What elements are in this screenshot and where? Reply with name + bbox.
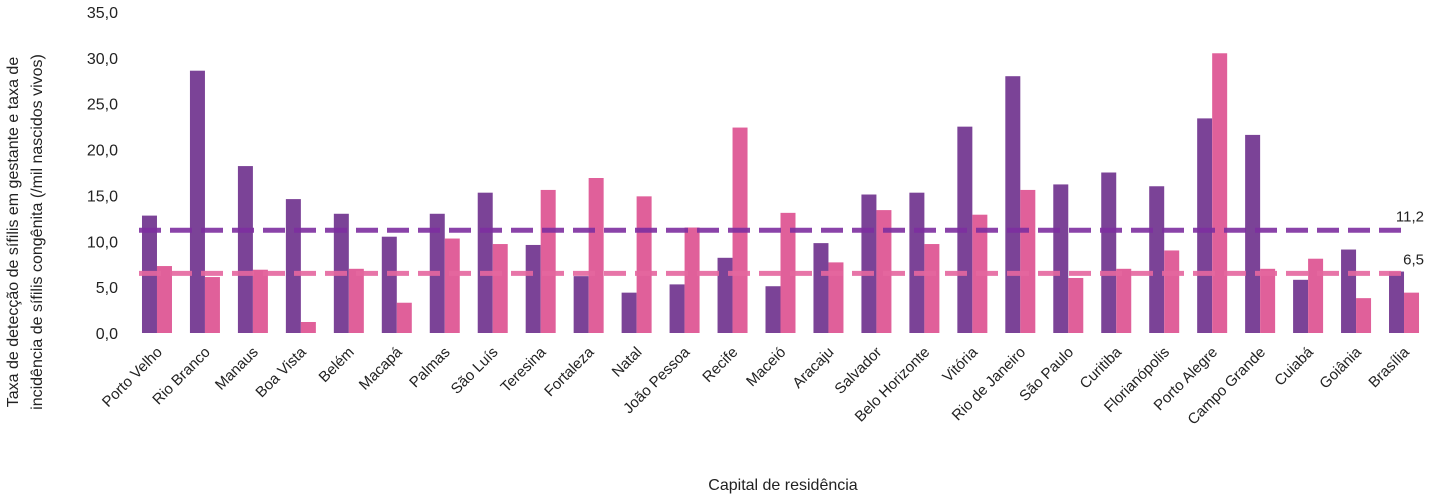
y-axis-title-line-2: incidência de sífilis congênita (/mil na… xyxy=(29,54,46,410)
bar-series-1 xyxy=(621,292,637,333)
x-category-label: Cuiabá xyxy=(1271,343,1317,389)
x-category-label: Macapá xyxy=(356,343,406,393)
x-category-label: Curitiba xyxy=(1076,343,1125,392)
bar-series-1 xyxy=(189,70,205,333)
bar-series-2 xyxy=(540,189,556,333)
x-category-label: Natal xyxy=(609,344,646,381)
bar-series-1 xyxy=(1005,76,1021,333)
y-tick-label: 5,0 xyxy=(96,280,118,297)
bar-series-2 xyxy=(1164,250,1180,333)
bar-series-1 xyxy=(717,257,733,333)
bar-series-2 xyxy=(300,321,316,333)
bar-series-1 xyxy=(237,166,253,333)
bar-series-2 xyxy=(1308,258,1324,333)
bar-series-1 xyxy=(381,236,397,333)
x-category-label: Palmas xyxy=(406,344,453,391)
bar-series-2 xyxy=(1404,292,1420,333)
y-tick-label: 25,0 xyxy=(87,97,118,114)
bar-series-1 xyxy=(669,284,685,333)
bar-series-2 xyxy=(1356,298,1372,333)
reference-line-label: 6,5 xyxy=(1403,251,1424,268)
x-axis-title: Capital de residência xyxy=(708,477,858,494)
bar-series-2 xyxy=(1068,277,1084,333)
bar-series-1 xyxy=(813,243,829,333)
x-category-label: Maceió xyxy=(743,344,789,390)
bar-series-1 xyxy=(861,194,877,333)
bar-series-2 xyxy=(1260,268,1276,333)
y-tick-label: 30,0 xyxy=(87,51,118,68)
bars xyxy=(141,53,1420,334)
bar-series-2 xyxy=(204,277,220,333)
reference-lines: 11,2 6,5 xyxy=(139,208,1424,276)
y-tick-label: 10,0 xyxy=(87,234,118,251)
bar-series-2 xyxy=(924,244,940,333)
bar-series-1 xyxy=(573,276,589,333)
bar-series-1 xyxy=(285,199,301,333)
y-axis-title: Taxa de detecção de sífilis em gestante … xyxy=(5,54,46,410)
bar-series-1 xyxy=(1245,134,1261,333)
bar-series-2 xyxy=(1212,53,1228,334)
bar-series-2 xyxy=(252,269,268,333)
y-axis-title-line-1: Taxa de detecção de sífilis em gestante … xyxy=(5,57,22,408)
bar-series-2 xyxy=(396,302,412,333)
bar-series-2 xyxy=(348,268,364,333)
bar-series-2 xyxy=(156,266,172,333)
x-category-label: Boa Vista xyxy=(252,343,310,401)
bar-series-2 xyxy=(492,244,508,333)
bar-series-1 xyxy=(1197,118,1213,333)
bar-series-2 xyxy=(1020,189,1036,333)
bar-series-1 xyxy=(1053,184,1069,333)
bar-series-1 xyxy=(1389,271,1405,333)
bar-series-2 xyxy=(684,227,700,333)
bar-series-2 xyxy=(636,196,652,333)
x-category-label: Recife xyxy=(699,344,741,386)
y-tick-label: 15,0 xyxy=(87,188,118,205)
bar-series-1 xyxy=(765,286,781,333)
bar-series-2 xyxy=(828,262,844,333)
x-category-label: Goiânia xyxy=(1316,343,1365,392)
y-tick-label: 20,0 xyxy=(87,143,118,160)
y-tick-label: 35,0 xyxy=(87,5,118,22)
x-category-label: Vitória xyxy=(939,343,981,385)
x-category-label: Fortaleza xyxy=(541,343,598,400)
reference-line-label: 11,2 xyxy=(1396,208,1424,225)
bar-series-2 xyxy=(780,212,796,333)
bar-series-1 xyxy=(1149,186,1165,333)
bar-series-1 xyxy=(525,244,541,333)
x-category-label: São Luís xyxy=(448,344,502,398)
bar-series-2 xyxy=(1116,268,1132,333)
x-category-label: Brasília xyxy=(1365,343,1413,391)
bar-series-2 xyxy=(588,178,604,333)
bar-series-1 xyxy=(477,192,493,333)
bar-series-2 xyxy=(444,238,460,333)
x-category-label: Aracaju xyxy=(789,344,837,392)
y-tick-label: 0,0 xyxy=(96,326,118,343)
x-category-label: Belém xyxy=(316,344,358,386)
bar-series-1 xyxy=(1341,249,1357,333)
bar-series-1 xyxy=(1293,279,1309,333)
y-axis: 0,0 5,0 10,0 15,0 20,0 25,0 30,0 35,0 xyxy=(87,5,118,343)
bar-series-1 xyxy=(909,192,925,333)
bar-series-1 xyxy=(1101,172,1117,333)
